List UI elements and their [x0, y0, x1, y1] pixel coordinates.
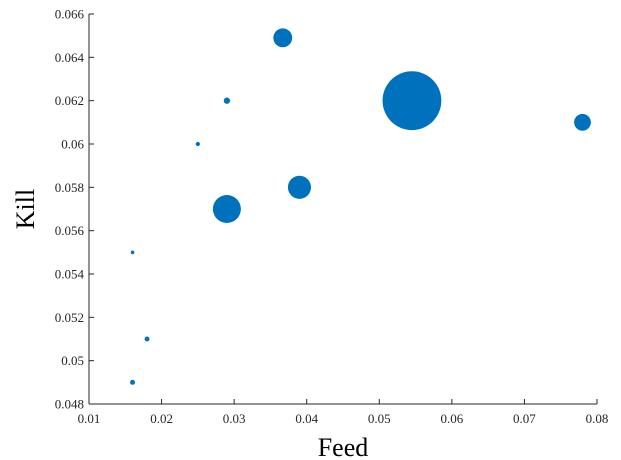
- x-axis-label: Feed: [318, 433, 369, 460]
- data-point: [144, 336, 150, 342]
- y-tick-label: 0.054: [55, 267, 85, 282]
- x-tick-label: 0.04: [295, 411, 318, 426]
- data-point: [574, 113, 591, 131]
- x-tick-label: 0.08: [586, 411, 609, 426]
- y-axis-label: Kill: [11, 189, 40, 229]
- data-point: [382, 71, 442, 131]
- data-point: [223, 97, 231, 104]
- data-point: [273, 28, 293, 48]
- y-tick-label: 0.05: [61, 353, 84, 368]
- y-tick-label: 0.06: [61, 137, 84, 152]
- y-tick-label: 0.064: [55, 50, 85, 65]
- y-tick-label: 0.062: [55, 93, 84, 108]
- plot-axes: [88, 14, 597, 405]
- y-tick-label: 0.048: [55, 397, 84, 412]
- data-point: [212, 195, 241, 223]
- x-tick-label: 0.06: [440, 411, 463, 426]
- data-point: [287, 175, 312, 199]
- data-point: [130, 379, 135, 385]
- x-tick-label: 0.01: [78, 411, 101, 426]
- data-point: [130, 250, 135, 255]
- x-tick-label: 0.05: [368, 411, 391, 426]
- x-axis-ticks: 0.01 0.02 0.03 0.04 0.05 0.06 0.07 0.08: [78, 399, 609, 426]
- y-tick-label: 0.056: [55, 223, 85, 238]
- x-tick-label: 0.07: [513, 411, 536, 426]
- y-axis-ticks: 0.048 0.05 0.052 0.054 0.056 0.058 0.06 0.062 0.…: [55, 7, 94, 412]
- y-tick-label: 0.066: [55, 7, 85, 22]
- y-tick-label: 0.058: [55, 180, 84, 195]
- x-tick-label: 0.02: [150, 411, 173, 426]
- y-tick-label: 0.052: [55, 310, 84, 325]
- x-tick-label: 0.03: [223, 411, 246, 426]
- data-point: [195, 141, 200, 147]
- data-points: [130, 28, 591, 385]
